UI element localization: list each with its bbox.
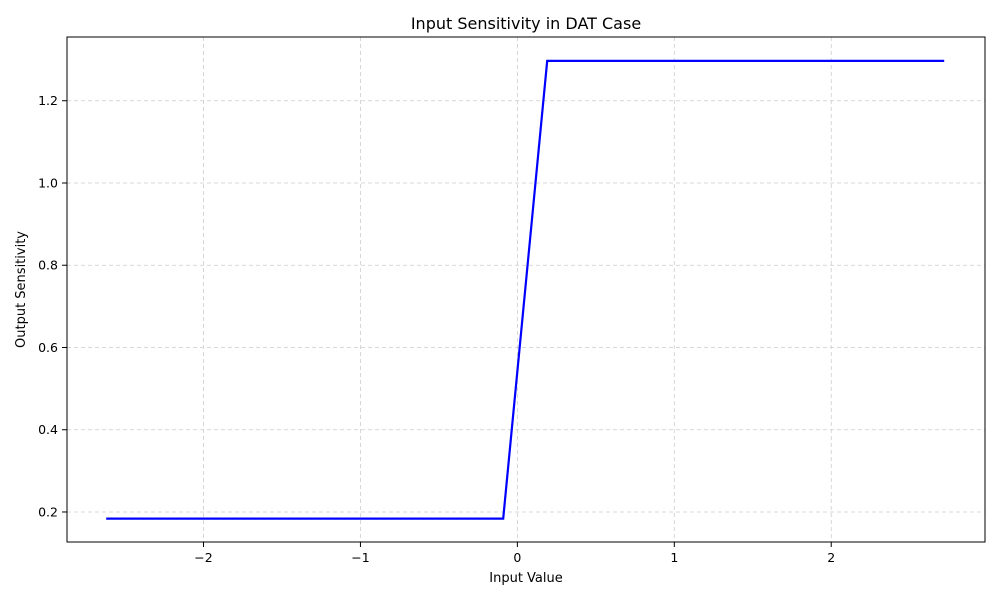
y-tick-label: 0.6 bbox=[38, 340, 58, 355]
x-tick-label: −2 bbox=[194, 550, 212, 565]
chart-title: Input Sensitivity in DAT Case bbox=[411, 14, 641, 33]
y-axis-label: Output Sensitivity bbox=[14, 231, 29, 348]
x-tick-label: 1 bbox=[670, 550, 678, 565]
y-tick-label: 0.2 bbox=[38, 504, 58, 519]
x-tick-label: 0 bbox=[513, 550, 521, 565]
series-line bbox=[106, 59, 945, 520]
x-axis-label: Input Value bbox=[489, 571, 563, 586]
x-tick-label: 2 bbox=[827, 550, 835, 565]
ticks: −2 −1 0 1 2 0.2 0.4 0.6 0.8 1.0 1.2 bbox=[38, 93, 835, 565]
y-tick-label: 0.4 bbox=[38, 422, 58, 437]
y-tick-label: 1.2 bbox=[38, 93, 58, 108]
y-tick-label: 0.8 bbox=[38, 258, 58, 273]
grid bbox=[67, 37, 985, 542]
plot-frame bbox=[66, 36, 986, 543]
y-tick-label: 1.0 bbox=[38, 175, 58, 190]
x-tick-label: −1 bbox=[351, 550, 369, 565]
series-layer bbox=[106, 59, 945, 520]
